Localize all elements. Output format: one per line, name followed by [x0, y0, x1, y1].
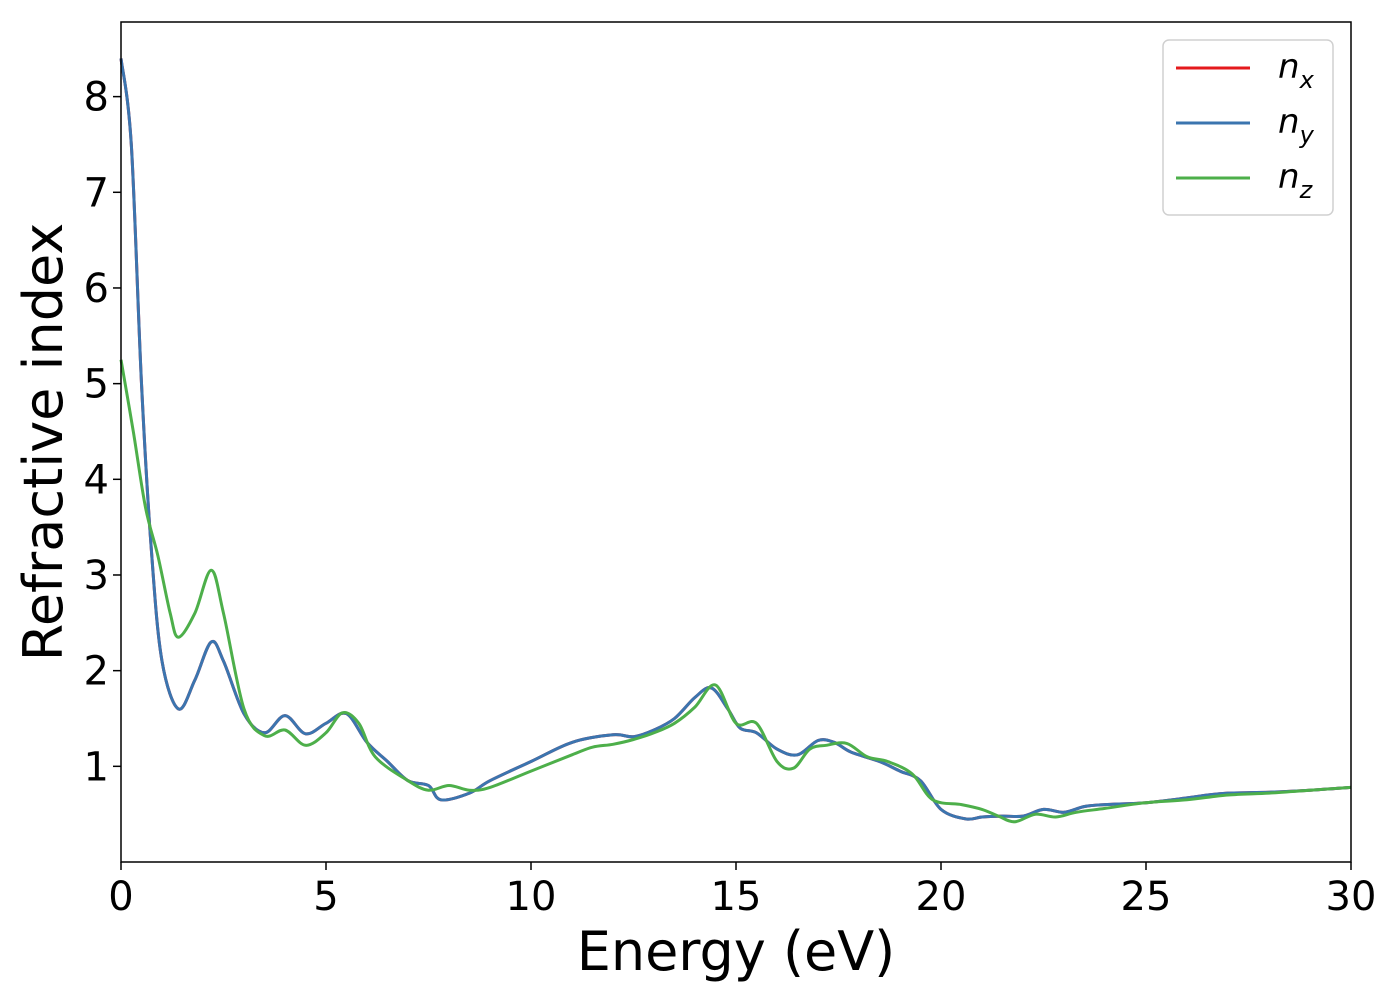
x-tick-label: 0 [108, 874, 133, 920]
x-tick-label: 25 [1121, 874, 1172, 920]
legend-label-nx: nx [1278, 47, 1315, 94]
legend-label-subscript: x [1299, 66, 1315, 94]
legend-label-ny: ny [1278, 102, 1315, 149]
y-tick-label: 5 [84, 362, 109, 408]
legend-label-nz: nz [1278, 157, 1314, 204]
y-tick-label: 6 [84, 266, 109, 312]
y-tick-label: 1 [84, 744, 109, 790]
y-axis-ticks: 1 2 3 4 5 6 7 8 [84, 75, 121, 790]
x-axis-label: Energy (eV) [577, 920, 896, 983]
plot-frame [120, 21, 1352, 863]
legend-label-subscript: y [1299, 121, 1315, 149]
x-axis-ticks: 0 5 10 15 20 25 30 [108, 862, 1376, 920]
legend-label-base: n [1278, 157, 1300, 197]
y-tick-label: 2 [84, 649, 109, 695]
series-lines [119, 58, 1352, 824]
series-line-ny [119, 58, 1352, 821]
y-axis-label: Refractive index [12, 223, 75, 662]
x-tick-label: 30 [1326, 874, 1377, 920]
y-tick-label: 8 [84, 75, 109, 121]
x-tick-label: 20 [916, 874, 967, 920]
x-tick-label: 5 [313, 874, 338, 920]
y-tick-label: 7 [84, 170, 109, 216]
legend-label-base: n [1278, 47, 1300, 87]
x-tick-label: 15 [711, 874, 762, 920]
legend-label-base: n [1278, 102, 1300, 142]
legend-label-subscript: z [1299, 176, 1314, 204]
x-tick-label: 10 [506, 874, 557, 920]
y-tick-label: 4 [84, 457, 109, 503]
series-line-nz [119, 359, 1352, 824]
y-tick-label: 3 [84, 553, 109, 599]
legend-box [1162, 39, 1334, 216]
